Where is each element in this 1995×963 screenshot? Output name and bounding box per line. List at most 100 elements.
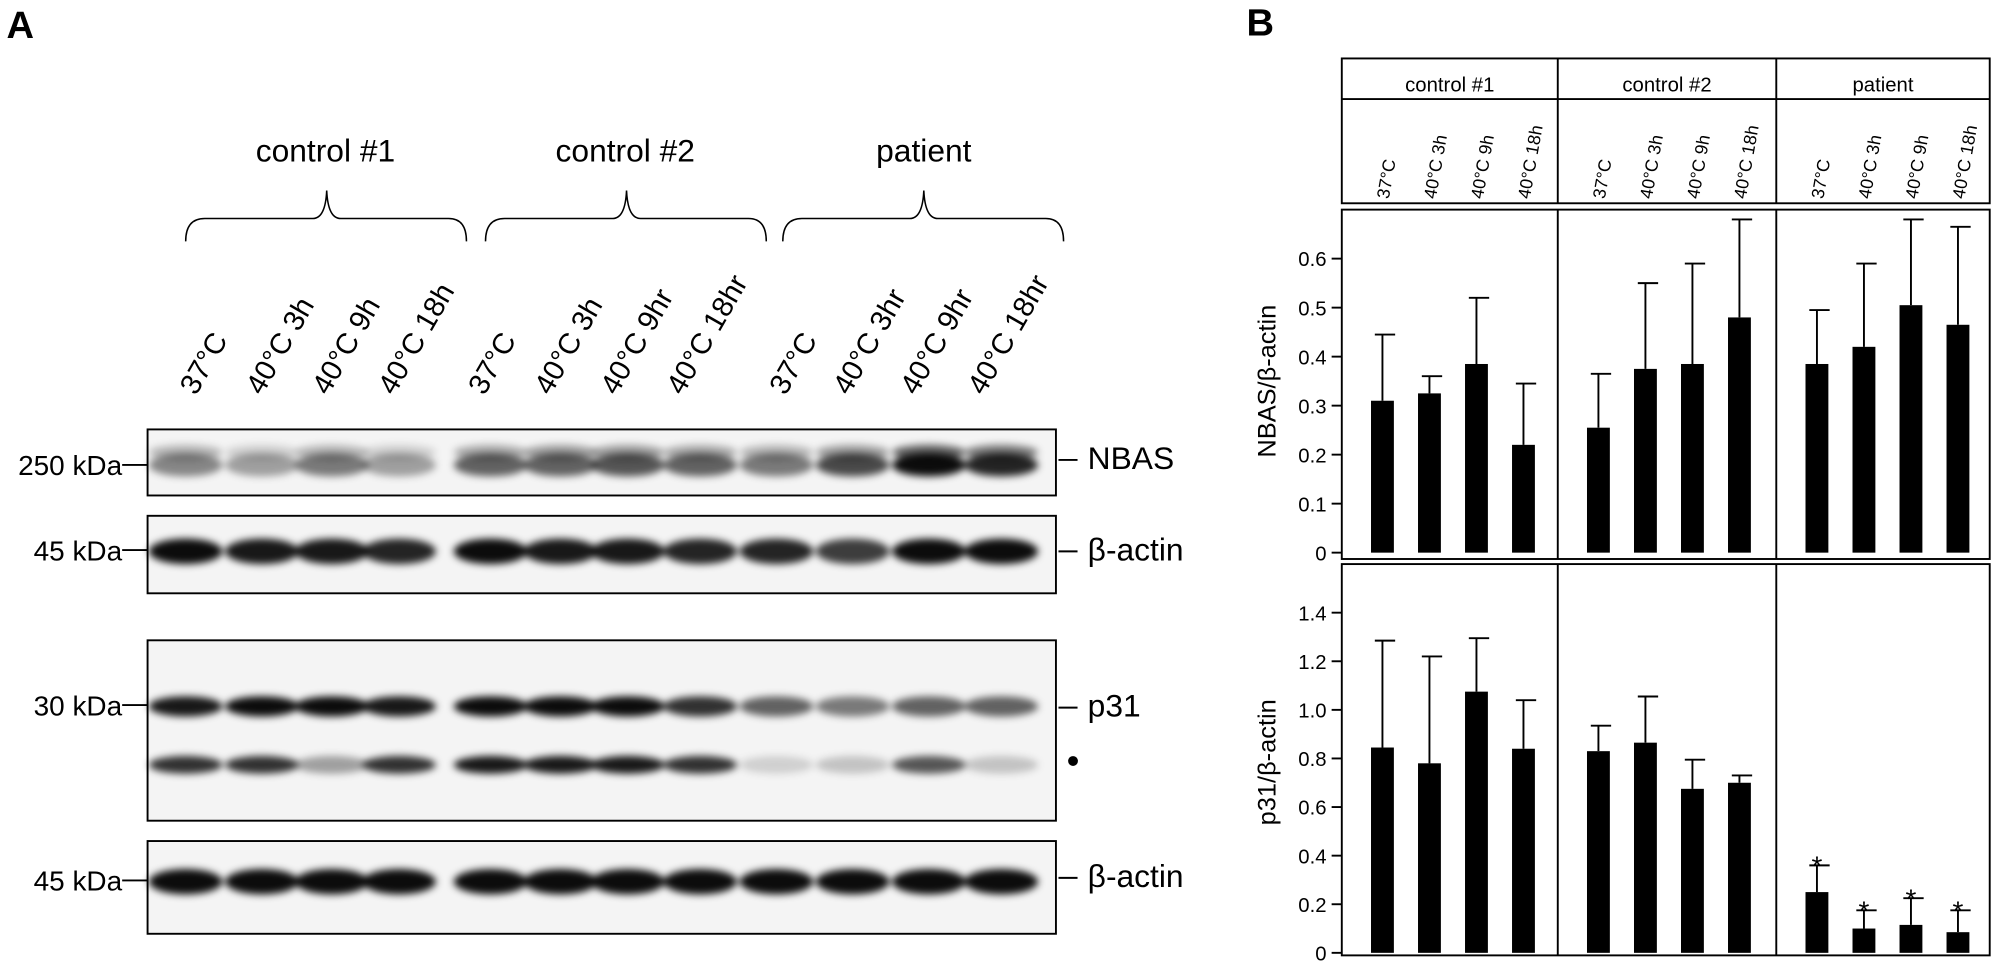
band <box>739 755 814 774</box>
bands <box>148 444 1039 477</box>
band <box>663 868 738 895</box>
band <box>815 755 890 774</box>
band <box>815 538 890 565</box>
marker-label: 30 kDa <box>34 690 123 721</box>
bar <box>1946 932 1970 953</box>
error-bar <box>1809 309 1830 364</box>
band <box>663 453 738 477</box>
band <box>148 538 223 565</box>
band <box>362 868 436 895</box>
y-tick-label: 0.6 <box>1298 249 1326 271</box>
band <box>523 538 598 565</box>
band <box>148 696 223 717</box>
condition-label: 40°C 9h <box>1902 133 1933 200</box>
y-axis-label: NBAS/β-actin <box>1254 305 1282 458</box>
condition-label: 40°C 3h <box>1855 133 1886 200</box>
condition-label: 37°C <box>1589 157 1616 200</box>
band <box>362 755 436 774</box>
bar <box>1465 363 1488 553</box>
blot <box>146 514 1057 595</box>
condition-label: 40°C 3h <box>1420 133 1451 200</box>
band <box>892 868 966 895</box>
band <box>663 755 738 774</box>
band <box>294 755 369 774</box>
band <box>453 538 528 565</box>
band <box>453 755 528 774</box>
y-tick-label: 0 <box>1315 943 1326 963</box>
condition-label: 40°C 3h <box>1636 133 1667 200</box>
band <box>815 444 890 460</box>
error-bar <box>1637 695 1659 743</box>
lane-label: 40°C 18hr <box>962 269 1056 399</box>
band <box>663 538 738 565</box>
lane-label: 40°C 18hr <box>661 269 755 399</box>
y-tick-label: 0.4 <box>1298 347 1326 369</box>
band <box>294 444 369 460</box>
blot-label: ● <box>1066 746 1080 772</box>
error-bar <box>1468 296 1490 364</box>
bar <box>1805 892 1829 953</box>
error-bar <box>1421 375 1443 394</box>
significance-mark: * <box>1812 851 1823 882</box>
bar <box>1371 747 1394 953</box>
condition-label: 37°C <box>1373 157 1400 200</box>
blot-label: β-actin <box>1088 858 1184 894</box>
band <box>590 755 665 774</box>
band <box>294 868 369 895</box>
lane-label: 37°C <box>463 327 523 400</box>
blot-frame <box>146 639 1057 822</box>
condition-label: 40°C 9h <box>1683 133 1714 200</box>
band <box>523 696 598 717</box>
band <box>294 453 369 477</box>
error-bar <box>1637 282 1659 369</box>
lane-label: 40°C 18h <box>372 278 461 400</box>
group-label: patient <box>1853 74 1914 96</box>
band <box>453 453 528 477</box>
bands <box>148 538 1039 565</box>
condition-label: 40°C 18h <box>1514 124 1547 201</box>
bar <box>1899 924 1923 953</box>
blot-label: p31 <box>1088 688 1141 724</box>
blot <box>146 639 1057 822</box>
chart-frame <box>1340 563 1991 957</box>
band <box>590 453 665 477</box>
band <box>225 538 299 565</box>
error-bar <box>1684 262 1706 364</box>
bar <box>1633 742 1657 953</box>
error-bar <box>1374 333 1396 401</box>
significance-mark: * <box>1906 883 1917 914</box>
band <box>892 453 966 477</box>
bar <box>1586 427 1610 553</box>
band <box>523 868 598 895</box>
bar <box>1852 928 1876 953</box>
error-bar <box>1950 909 1971 933</box>
band <box>225 755 299 774</box>
error-bar <box>1950 225 1971 325</box>
bar <box>1728 317 1751 553</box>
blot <box>146 428 1057 497</box>
group-label: control #1 <box>1405 74 1494 96</box>
y-tick-label: 1.4 <box>1298 603 1326 625</box>
bar <box>1633 368 1657 553</box>
significance-mark: * <box>1953 895 1964 926</box>
blot <box>146 840 1057 935</box>
band <box>590 444 665 460</box>
error-bar <box>1374 639 1396 748</box>
error-bar <box>1590 724 1612 752</box>
condition-label: 40°C 9h <box>1467 133 1498 200</box>
band <box>892 755 966 774</box>
band <box>663 444 738 460</box>
band <box>739 444 814 460</box>
y-tick-label: 1.2 <box>1298 652 1326 674</box>
band <box>453 696 528 717</box>
significance-mark: * <box>1859 895 1870 926</box>
error-bar <box>1590 372 1612 428</box>
condition-label: 40°C 18h <box>1949 124 1982 201</box>
group-label: control #2 <box>556 132 695 168</box>
band <box>663 696 738 717</box>
band <box>964 444 1039 460</box>
bar <box>1418 763 1441 953</box>
bar <box>1465 691 1488 953</box>
error-bar <box>1684 758 1706 789</box>
